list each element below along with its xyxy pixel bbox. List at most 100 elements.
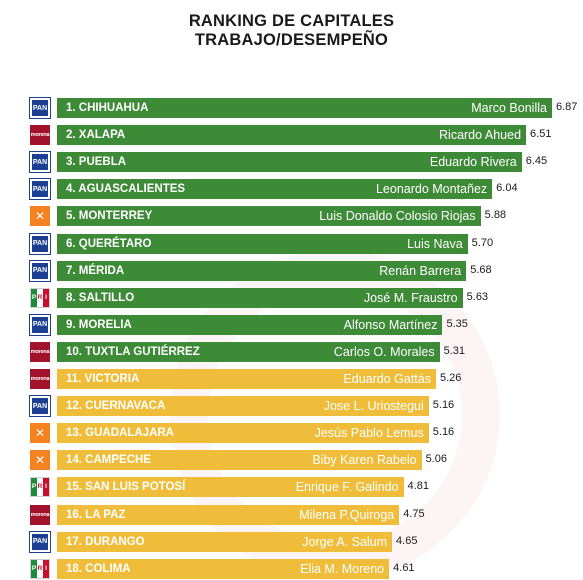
bar-row: morena 16. LA PAZ Milena P.Quiroga 4.75 bbox=[0, 504, 583, 526]
morena-logo: morena bbox=[30, 341, 50, 362]
bar: 7. MÉRIDA Renán Barrera bbox=[57, 260, 467, 281]
bar-row: PAN 4. AGUASCALIENTES Leonardo Montañez 6.0… bbox=[0, 178, 583, 201]
pan-logo: PAN bbox=[29, 530, 51, 553]
city-label: 15. SAN LUIS POTOSÍ bbox=[66, 481, 186, 494]
bar-row: P R I 18. COLIMA Elia M. Moreno 4.61 bbox=[0, 558, 583, 580]
mayor-label: Eduardo Gattás bbox=[343, 372, 431, 386]
mayor-label: Ricardo Ahued bbox=[439, 128, 522, 143]
chart-title-line-1: RANKING DE CAPITALES bbox=[188, 12, 395, 30]
bar-row: PAN 3. PUEBLA Eduardo Rivera 6.45 bbox=[0, 151, 583, 174]
movimiento-ciudadano-logo: ✕ bbox=[30, 423, 50, 444]
pan-logo: PAN bbox=[29, 232, 51, 255]
bar: 3. PUEBLA Eduardo Rivera bbox=[57, 152, 522, 173]
bar: 9. MORELIA Alfonso Martínez bbox=[57, 314, 443, 335]
mayor-label: Biby Karen Rabelo bbox=[312, 453, 417, 468]
pan-logo: PAN bbox=[29, 151, 51, 174]
mayor-label: Marco Bonilla bbox=[471, 101, 547, 115]
bar: 16. LA PAZ Milena P.Quiroga bbox=[57, 504, 400, 525]
city-label: 10. TUXTLA GUTIÉRREZ bbox=[66, 345, 200, 358]
morena-logo: morena bbox=[30, 369, 50, 389]
city-label: 6. QUERÉTARO bbox=[66, 237, 152, 250]
city-label: 8. SALTILLO bbox=[66, 291, 135, 304]
bar: 15. SAN LUIS POTOSÍ Enrique F. Galindo bbox=[57, 477, 404, 498]
score-label: 6.45 bbox=[525, 155, 548, 168]
pan-logo: PAN bbox=[29, 395, 51, 418]
score-label: 4.81 bbox=[407, 480, 429, 493]
chart-title-line-2: TRABAJO/DESEMPEÑO bbox=[194, 31, 389, 49]
pan-logo: PAN bbox=[29, 97, 51, 119]
city-label: 2. XALAPA bbox=[66, 129, 126, 142]
bar: 18. COLIMA Elia M. Moreno bbox=[57, 558, 390, 579]
score-label: 4.65 bbox=[396, 534, 418, 547]
movimiento-ciudadano-logo: ✕ bbox=[30, 206, 50, 227]
bar: 1. CHIHUAHUA Marco Bonilla bbox=[57, 98, 552, 118]
score-label: 5.31 bbox=[443, 344, 465, 357]
bar-row: P R I 8. SALTILLO José M. Fraustro 5.63 bbox=[0, 287, 583, 309]
bar-row: ✕ 5. MONTERREY Luis Donaldo Colosio Riojas… bbox=[0, 205, 583, 227]
bar-row: PAN 9. MORELIA Alfonso Martínez 5.35 bbox=[0, 313, 583, 336]
bar: 10. TUXTLA GUTIÉRREZ Carlos O. Morales bbox=[57, 341, 440, 362]
mayor-label: Renán Barrera bbox=[379, 263, 462, 278]
bar-row: PAN 7. MÉRIDA Renán Barrera 5.68 bbox=[0, 259, 583, 282]
mayor-label: Jorge A. Salum bbox=[302, 534, 388, 549]
city-label: 17. DURANGO bbox=[66, 535, 145, 548]
bar: 12. CUERNAVACA Jose L. Uriostegui bbox=[57, 396, 429, 417]
bar: 5. MONTERREY Luis Donaldo Colosio Riojas bbox=[57, 206, 481, 227]
score-label: 6.51 bbox=[530, 128, 552, 141]
bar-row: morena 2. XALAPA Ricardo Ahued 6.51 bbox=[0, 124, 583, 146]
bar: 2. XALAPA Ricardo Ahued bbox=[57, 125, 527, 146]
pan-logo: PAN bbox=[29, 313, 51, 336]
score-label: 5.63 bbox=[466, 290, 489, 303]
city-label: 9. MORELIA bbox=[66, 318, 132, 331]
movimiento-ciudadano-logo: ✕ bbox=[30, 450, 50, 471]
mayor-label: Alfonso Martínez bbox=[343, 317, 438, 332]
bar-row: PAN 1. CHIHUAHUA Marco Bonilla 6.87 bbox=[0, 97, 583, 119]
morena-logo: morena bbox=[30, 504, 50, 525]
pan-logo: PAN bbox=[29, 259, 51, 282]
city-label: 18. COLIMA bbox=[66, 562, 131, 575]
score-label: 4.75 bbox=[403, 507, 425, 520]
mayor-label: Jesús Pablo Lemus bbox=[314, 426, 424, 441]
score-label: 5.70 bbox=[471, 236, 494, 249]
score-label: 4.61 bbox=[393, 561, 415, 574]
city-label: 5. MONTERREY bbox=[66, 210, 153, 223]
score-label: 5.26 bbox=[439, 372, 462, 384]
city-label: 11. VICTORIA bbox=[66, 373, 140, 385]
bar: 6. QUERÉTARO Luis Nava bbox=[57, 233, 468, 254]
score-label: 5.06 bbox=[425, 453, 447, 466]
score-label: 5.35 bbox=[446, 317, 468, 330]
mayor-label: Luis Donaldo Colosio Riojas bbox=[319, 209, 476, 224]
city-label: 7. MÉRIDA bbox=[66, 264, 125, 277]
mayor-label: Milena P.Quiroga bbox=[299, 507, 395, 522]
mayor-label: Luis Nava bbox=[407, 236, 463, 251]
bar: 4. AGUASCALIENTES Leonardo Montañez bbox=[57, 179, 493, 200]
bar-row: P R I 15. SAN LUIS POTOSÍ Enrique F. Galindo… bbox=[0, 476, 583, 498]
bar-row: ✕ 13. GUADALAJARA Jesús Pablo Lemus 5.16 bbox=[0, 422, 583, 444]
city-label: 12. CUERNAVACA bbox=[66, 400, 166, 413]
mayor-label: Leonardo Montañez bbox=[375, 182, 488, 197]
bar-row: PAN 12. CUERNAVACA Jose L. Uriostegui 5.16 bbox=[0, 395, 583, 418]
mayor-label: Carlos O. Morales bbox=[333, 344, 435, 359]
score-label: 5.68 bbox=[470, 263, 492, 276]
mayor-label: Elia M. Moreno bbox=[300, 561, 385, 576]
morena-logo: morena bbox=[30, 125, 50, 146]
chart-title: RANKING DE CAPITALES TRABAJO/DESEMPEÑO bbox=[0, 12, 583, 50]
bar: 17. DURANGO Jorge A. Salum bbox=[57, 531, 393, 552]
bar-row: PAN 17. DURANGO Jorge A. Salum 4.65 bbox=[0, 530, 583, 553]
pan-logo: PAN bbox=[29, 178, 51, 201]
score-label: 6.04 bbox=[496, 182, 518, 195]
city-label: 14. CAMPECHE bbox=[66, 454, 151, 467]
mayor-label: Eduardo Rivera bbox=[429, 155, 517, 170]
mayor-label: José M. Fraustro bbox=[363, 290, 458, 305]
score-label: 6.87 bbox=[555, 101, 578, 113]
city-label: 1. CHIHUAHUA bbox=[66, 102, 149, 114]
bar-row: morena 10. TUXTLA GUTIÉRREZ Carlos O. Mora… bbox=[0, 341, 583, 363]
score-label: 5.16 bbox=[432, 399, 455, 412]
mayor-label: Jose L. Uriostegui bbox=[323, 399, 424, 414]
bar: 14. CAMPECHE Biby Karen Rabelo bbox=[57, 450, 422, 471]
city-label: 4. AGUASCALIENTES bbox=[66, 183, 186, 196]
